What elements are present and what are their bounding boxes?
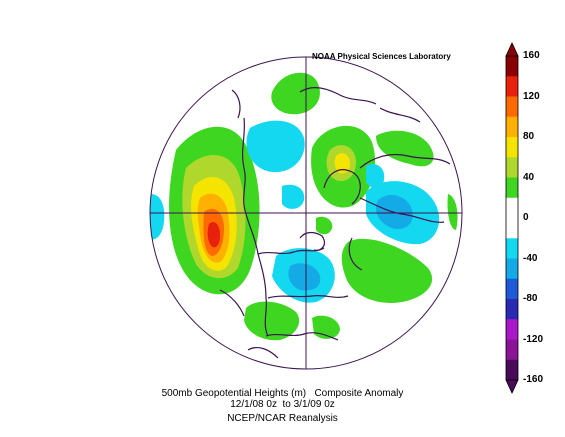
colorbar-swatch bbox=[506, 197, 518, 219]
colorbar-swatch bbox=[506, 157, 518, 178]
colorbar-tick-label: -40 bbox=[523, 252, 538, 264]
colorbar-swatch bbox=[506, 56, 518, 77]
negative-anomaly-west-pacific bbox=[150, 194, 165, 240]
positive-anomaly-north-atlantic bbox=[341, 238, 433, 303]
colorbar-tick-label: -160 bbox=[523, 374, 544, 385]
colorbar-swatch bbox=[506, 116, 518, 138]
colorbar-tick-label: 0 bbox=[523, 212, 529, 223]
colorbar-tick-label: 120 bbox=[523, 90, 540, 102]
colorbar-swatch bbox=[506, 299, 518, 320]
caption-line-3: NCEP/NCAR Reanalysis bbox=[227, 413, 338, 424]
map-boundary bbox=[149, 56, 463, 370]
negative-anomaly-arctic bbox=[246, 120, 305, 173]
caption-line-2: 12/1/08 0z to 3/1/09 0z bbox=[230, 399, 335, 410]
positive-anomaly-arctic-ocean bbox=[271, 72, 320, 115]
colorbar-swatch bbox=[506, 76, 518, 97]
colorbar-swatch bbox=[506, 218, 518, 239]
colorbar bbox=[505, 42, 519, 394]
positive-anomaly-south-us bbox=[244, 301, 300, 341]
colorbar-swatch bbox=[506, 339, 518, 361]
colorbar-swatch bbox=[506, 278, 518, 300]
colorbar-swatch bbox=[506, 258, 518, 280]
colorbar-tick-label: 80 bbox=[523, 131, 535, 142]
colorbar-tick-label: 40 bbox=[523, 171, 535, 183]
colorbar-swatch bbox=[506, 238, 518, 259]
colorbar-max-arrow bbox=[505, 42, 519, 57]
colorbar-tick-label: -80 bbox=[523, 293, 538, 304]
colorbar-tick-label: -120 bbox=[523, 333, 544, 345]
colorbar-swatch bbox=[506, 96, 518, 118]
credit-label: NOAA Physical Sciences Laboratory bbox=[312, 52, 451, 61]
anomaly-contours bbox=[150, 72, 458, 341]
colorbar-swatch bbox=[506, 359, 518, 381]
colorbar-swatch bbox=[506, 319, 518, 340]
colorbar-swatch bbox=[506, 137, 518, 158]
colorbar-tick-label: 160 bbox=[523, 50, 540, 61]
colorbar-swatch bbox=[506, 177, 518, 199]
caption-line-1: 500mb Geopotential Heights (m) Composite… bbox=[161, 388, 404, 399]
